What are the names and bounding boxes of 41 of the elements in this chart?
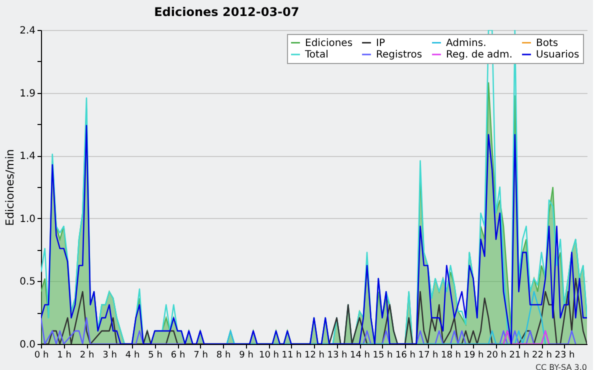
x-tick-label: 19 h	[464, 350, 484, 360]
y-tick-label: 0.5	[20, 276, 36, 288]
x-tick-label: 1 h	[57, 350, 72, 360]
x-tick-label: 9 h	[239, 350, 254, 360]
x-tick-label: 4 h	[125, 350, 140, 360]
text: CC BY-SA 3.0	[535, 363, 587, 370]
y-tick-label: 1.4	[20, 151, 36, 162]
y-tick-label: 1.9	[20, 88, 36, 100]
x-tick-label: 21 h	[509, 350, 530, 360]
y-tick-label: 0.0	[20, 340, 36, 350]
x-tick-label: 6 h	[170, 350, 186, 360]
legend-label: Registros	[376, 50, 422, 60]
legend-label: Usuarios	[536, 50, 580, 60]
y-tick-label: 2.4	[20, 26, 36, 36]
x-tick-label: 13 h	[327, 350, 348, 360]
x-tick-label: 18 h	[440, 350, 462, 360]
legend-label: Total	[304, 50, 328, 60]
legend-label: Admins.	[446, 38, 486, 49]
x-tick-label: 22 h	[532, 350, 552, 360]
x-tick-label: 20 h	[486, 350, 507, 360]
chart-title: Ediciones 2012-03-07	[154, 5, 300, 19]
y-tick-label: 1.0	[20, 214, 36, 225]
x-tick-label: 0 h	[34, 350, 49, 360]
x-tick-label: 7 h	[194, 350, 208, 360]
y-axis-title: Ediciones/min	[4, 149, 17, 226]
x-tick-label: 10 h	[258, 350, 280, 360]
x-tick-label: 11 h	[282, 350, 302, 360]
x-tick-label: 15 h	[372, 350, 393, 360]
x-tick-label: 5 h	[148, 350, 162, 360]
legend-label: Reg. de adm.	[446, 50, 512, 60]
x-tick-label: 3 h	[102, 350, 117, 360]
x-tick-label: 2 h	[80, 350, 94, 360]
x-tick-label: 12 h	[304, 350, 325, 360]
x-tick-label: 17 h	[418, 350, 438, 360]
x-tick-label: 23 h	[554, 350, 575, 360]
legend-label: Ediciones	[305, 38, 353, 49]
legend-label: IP	[376, 38, 385, 49]
x-tick-label: 14 h	[350, 350, 370, 360]
legend-label: Bots	[536, 38, 558, 49]
x-tick-label: 8 h	[216, 350, 231, 360]
x-tick-label: 16 h	[395, 350, 416, 360]
